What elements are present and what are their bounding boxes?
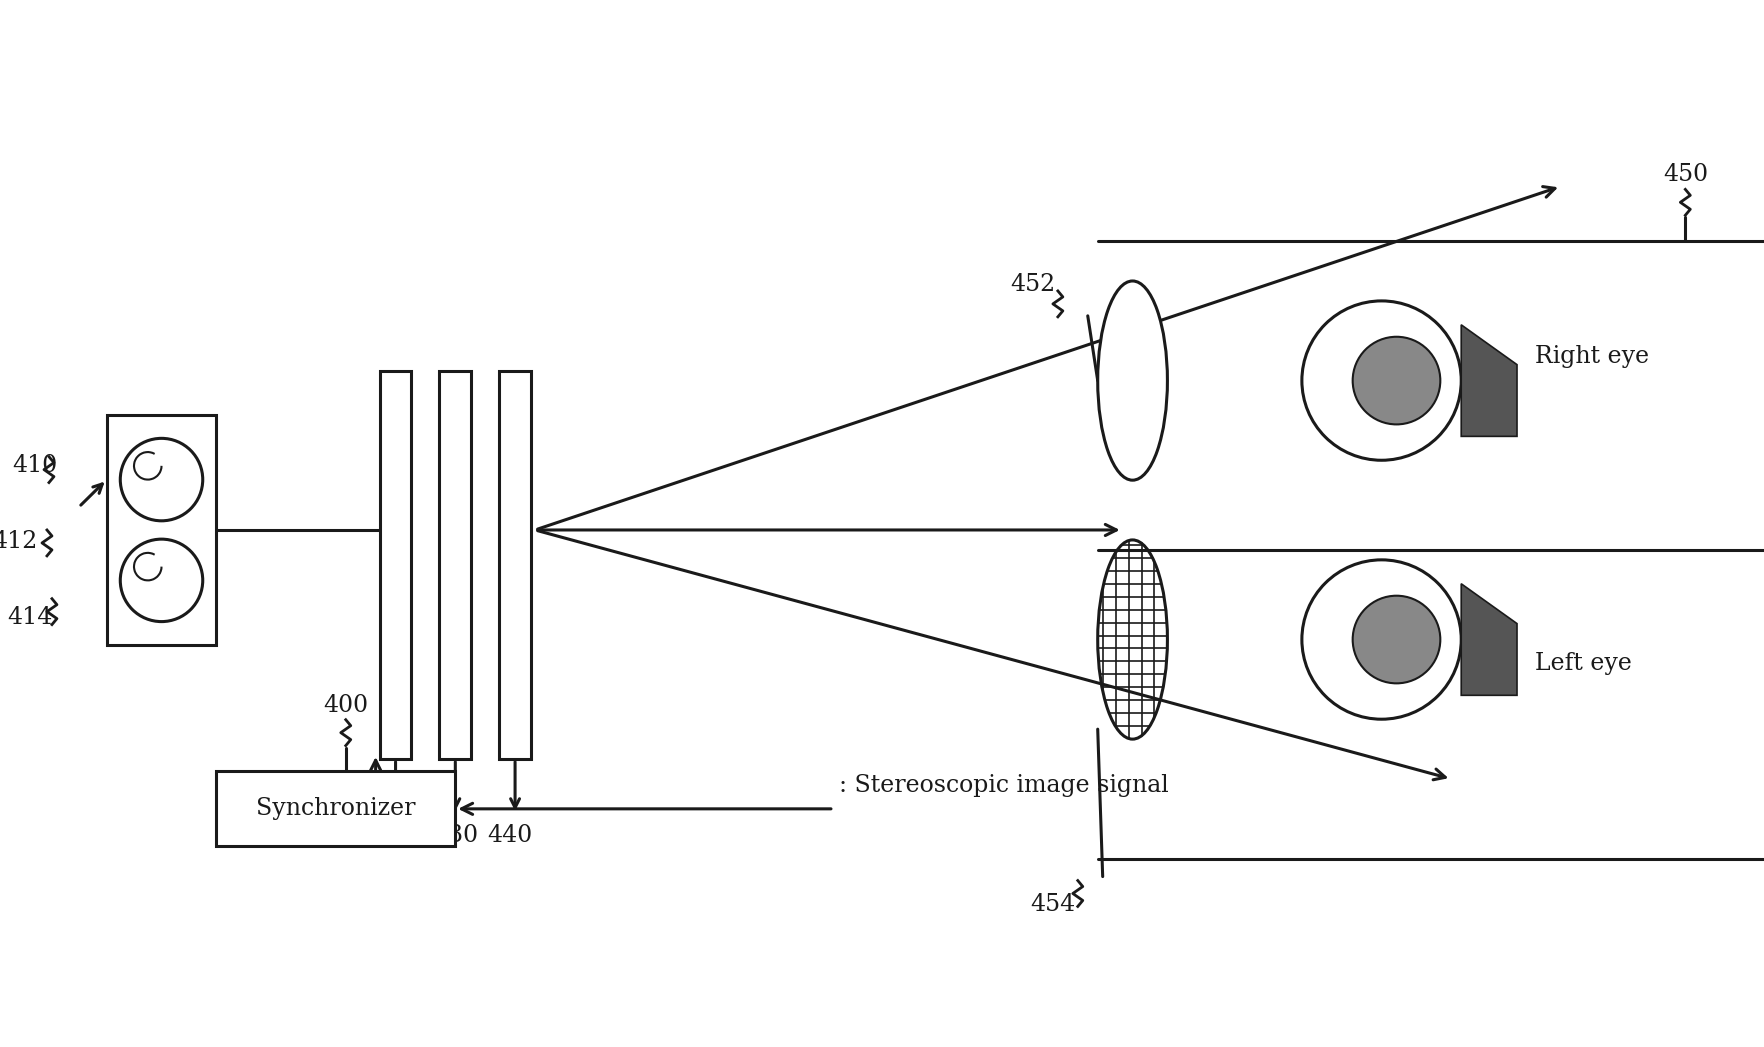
Circle shape [1351, 596, 1439, 684]
Bar [439, 371, 471, 759]
Bar [106, 416, 217, 645]
Bar [499, 371, 531, 759]
Polygon shape [1461, 584, 1515, 695]
Text: 410: 410 [12, 454, 58, 477]
Text: 420: 420 [367, 824, 413, 847]
Text: Synchronizer: Synchronizer [256, 798, 415, 821]
Text: 412: 412 [0, 530, 37, 553]
Text: 430: 430 [432, 824, 478, 847]
Bar [217, 772, 455, 846]
Circle shape [1302, 300, 1461, 461]
Circle shape [120, 439, 203, 520]
Circle shape [1351, 337, 1439, 424]
Circle shape [120, 539, 203, 622]
Text: 440: 440 [487, 824, 533, 847]
Bar [379, 371, 411, 759]
Text: : Stereoscopic image signal: : Stereoscopic image signal [838, 774, 1168, 797]
Text: 400: 400 [323, 694, 369, 717]
Text: 454: 454 [1030, 893, 1074, 916]
Text: Right eye: Right eye [1535, 346, 1648, 369]
Text: 414: 414 [7, 605, 53, 628]
Polygon shape [1461, 325, 1515, 437]
Circle shape [1302, 560, 1461, 719]
Ellipse shape [1097, 281, 1166, 481]
Text: 450: 450 [1662, 163, 1708, 186]
Text: 452: 452 [1009, 273, 1055, 296]
Text: Left eye: Left eye [1535, 652, 1632, 675]
